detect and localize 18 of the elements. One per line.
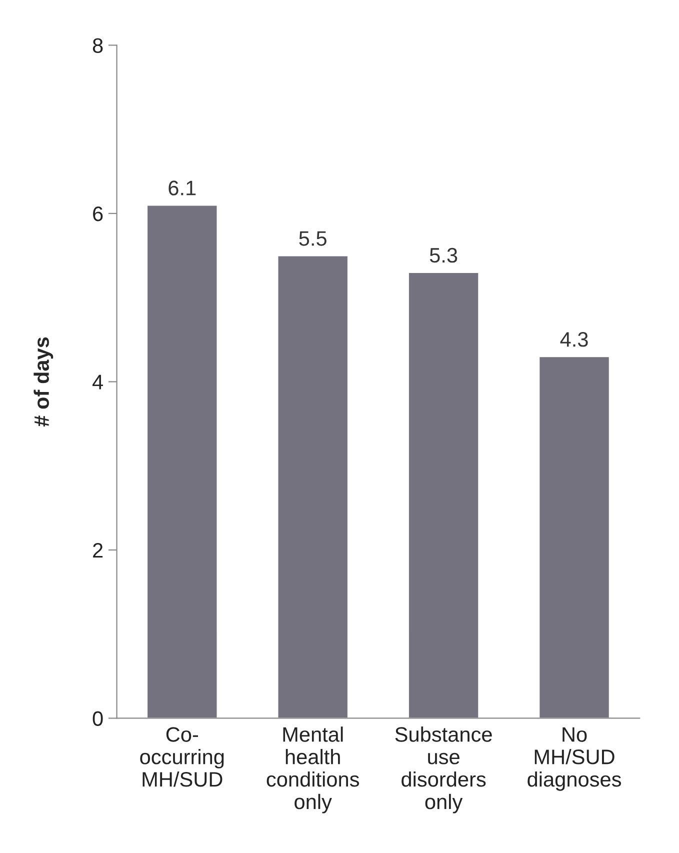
data-label: 6.1 — [168, 180, 196, 196]
y-tick-label: 6 — [93, 206, 103, 222]
x-tick-label: No MH/SUD diagnoses — [528, 727, 622, 791]
x-tick-label: Substance use disorders only — [395, 726, 492, 814]
y-tick-label: 4 — [92, 374, 103, 390]
x-tick-label: Co- occurring MH/SUD — [140, 727, 224, 787]
bar — [276, 254, 349, 718]
data-label: 5.5 — [299, 231, 326, 246]
y-axis-title: # of days — [34, 337, 54, 427]
y-tick-label: 0 — [92, 711, 103, 726]
bar — [408, 272, 480, 718]
data-label: 5.3 — [430, 248, 458, 263]
bar — [538, 356, 610, 718]
bar — [146, 204, 218, 718]
data-label: 4.3 — [560, 332, 588, 347]
y-tick-label: 8 — [92, 38, 103, 53]
x-tick-label: Mental health conditions only — [266, 726, 360, 814]
y-tick-label: 2 — [93, 542, 103, 558]
